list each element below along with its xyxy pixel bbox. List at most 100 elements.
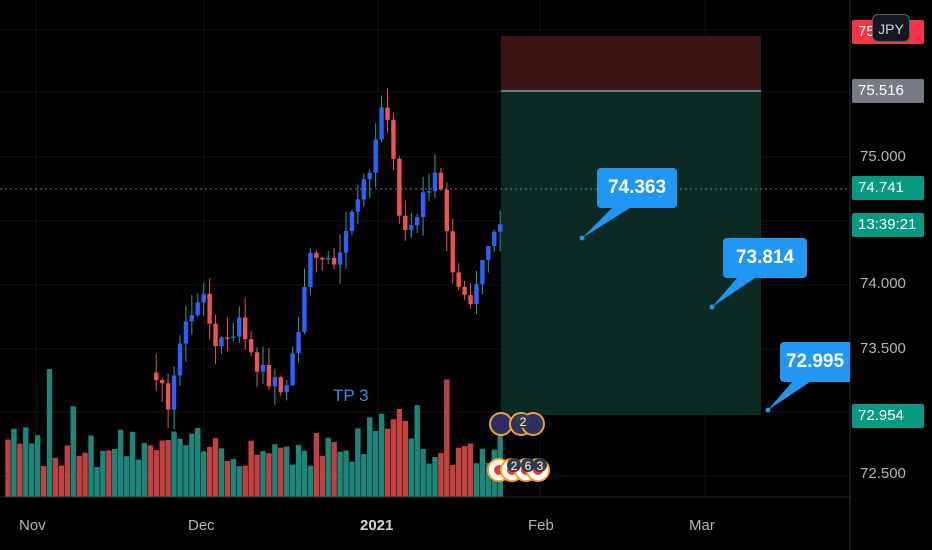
candle-body <box>254 352 260 372</box>
candle-body <box>414 217 420 226</box>
y-tick: 73.500 <box>860 340 906 357</box>
candle-body <box>207 293 212 324</box>
volume-bar <box>450 464 456 497</box>
candle-body <box>243 317 248 340</box>
volume-bar <box>301 450 308 497</box>
candle-body <box>426 191 432 193</box>
volume-bar <box>165 439 171 497</box>
callout-pointer <box>582 208 630 238</box>
candle-body <box>231 336 236 339</box>
volume-bar <box>254 454 260 497</box>
volume-bar <box>337 451 343 497</box>
volume-bar <box>307 465 314 497</box>
volume-bar <box>313 432 320 497</box>
volume-bar <box>23 427 29 497</box>
volume-bar <box>230 458 237 497</box>
candle-body <box>159 380 165 384</box>
candle-body <box>213 323 218 347</box>
volume-bar <box>284 446 290 497</box>
candle-body <box>361 179 366 200</box>
candle-body <box>497 224 503 232</box>
countdown-badge: 13:39:21 <box>852 213 924 237</box>
price-callout[interactable]: 74.363 <box>597 168 677 208</box>
callout-anchor <box>765 407 771 413</box>
x-tick: 2021 <box>360 517 394 534</box>
event-count-badge <box>521 458 535 472</box>
volume-bar <box>100 450 106 497</box>
volume-bar <box>123 456 130 497</box>
volume-bar <box>485 463 492 497</box>
volume-bar <box>218 448 225 497</box>
volume-bar <box>426 463 432 497</box>
candle-body <box>248 339 254 353</box>
callout-anchor <box>579 235 585 241</box>
volume-bar <box>58 465 65 497</box>
callout-pointers <box>579 208 810 413</box>
price-callout[interactable]: 72.995 <box>780 342 850 382</box>
candle-body <box>225 337 230 339</box>
event-count-badge <box>533 458 547 472</box>
x-tick: Dec <box>188 517 215 534</box>
volume-bar <box>325 437 331 497</box>
candle-body <box>201 293 206 303</box>
candle-body <box>486 245 491 260</box>
candle-body <box>409 225 414 230</box>
volume-bar <box>414 405 420 497</box>
candle-body <box>278 377 283 393</box>
candle-body <box>480 259 485 285</box>
volume-bar <box>349 461 355 497</box>
volume-bar <box>5 439 11 497</box>
volume-bar <box>195 428 201 497</box>
volume-bars <box>5 369 503 497</box>
volume-bar <box>82 452 88 497</box>
volume-bar <box>183 445 189 497</box>
volume-bar <box>236 466 242 497</box>
volume-bar <box>224 460 231 497</box>
volume-bar <box>76 455 82 497</box>
candle-body <box>219 337 224 347</box>
volume-bar <box>106 450 112 497</box>
volume-bar <box>153 450 159 497</box>
volume-bar <box>444 379 450 497</box>
candle-body <box>438 172 444 190</box>
volume-bar <box>117 429 124 497</box>
volume-bar <box>64 445 70 497</box>
volume-bar <box>402 420 409 497</box>
economic-events: 22 6 3 <box>487 412 550 482</box>
candle-body <box>237 317 242 337</box>
position-zones <box>501 36 761 415</box>
candle-body <box>456 272 461 287</box>
volume-bar <box>88 435 94 497</box>
candle-body <box>343 231 349 253</box>
volume-bar <box>343 450 349 497</box>
volume-bar <box>52 457 59 497</box>
volume-bar <box>331 441 337 497</box>
stop-loss-zone <box>501 36 761 91</box>
volume-bar <box>40 466 47 497</box>
event-count-badge <box>507 458 521 472</box>
candle-body <box>320 257 325 260</box>
candle-body <box>337 252 343 265</box>
volume-bar <box>135 459 142 497</box>
volume-bar <box>420 449 426 497</box>
price-callout[interactable]: 73.814 <box>723 238 807 278</box>
event-count-text: 3 <box>537 459 544 473</box>
candle-body <box>450 231 455 273</box>
candle-body <box>355 199 361 212</box>
volume-bar <box>17 443 23 497</box>
candle-body <box>154 372 159 381</box>
candle-body <box>379 107 384 140</box>
candle-body <box>468 294 473 305</box>
volume-bar <box>473 463 480 497</box>
current-price-badge: 74.741 <box>852 176 924 200</box>
candle-body <box>420 192 426 218</box>
currency-button[interactable]: JPY <box>872 14 910 42</box>
volume-bar <box>112 448 118 497</box>
candle-body <box>272 377 278 387</box>
volume-bar <box>479 448 486 497</box>
candle-body <box>326 257 331 260</box>
volume-bar <box>295 444 302 497</box>
tp-label: TP 3 <box>333 386 369 405</box>
volume-bar <box>11 428 17 497</box>
